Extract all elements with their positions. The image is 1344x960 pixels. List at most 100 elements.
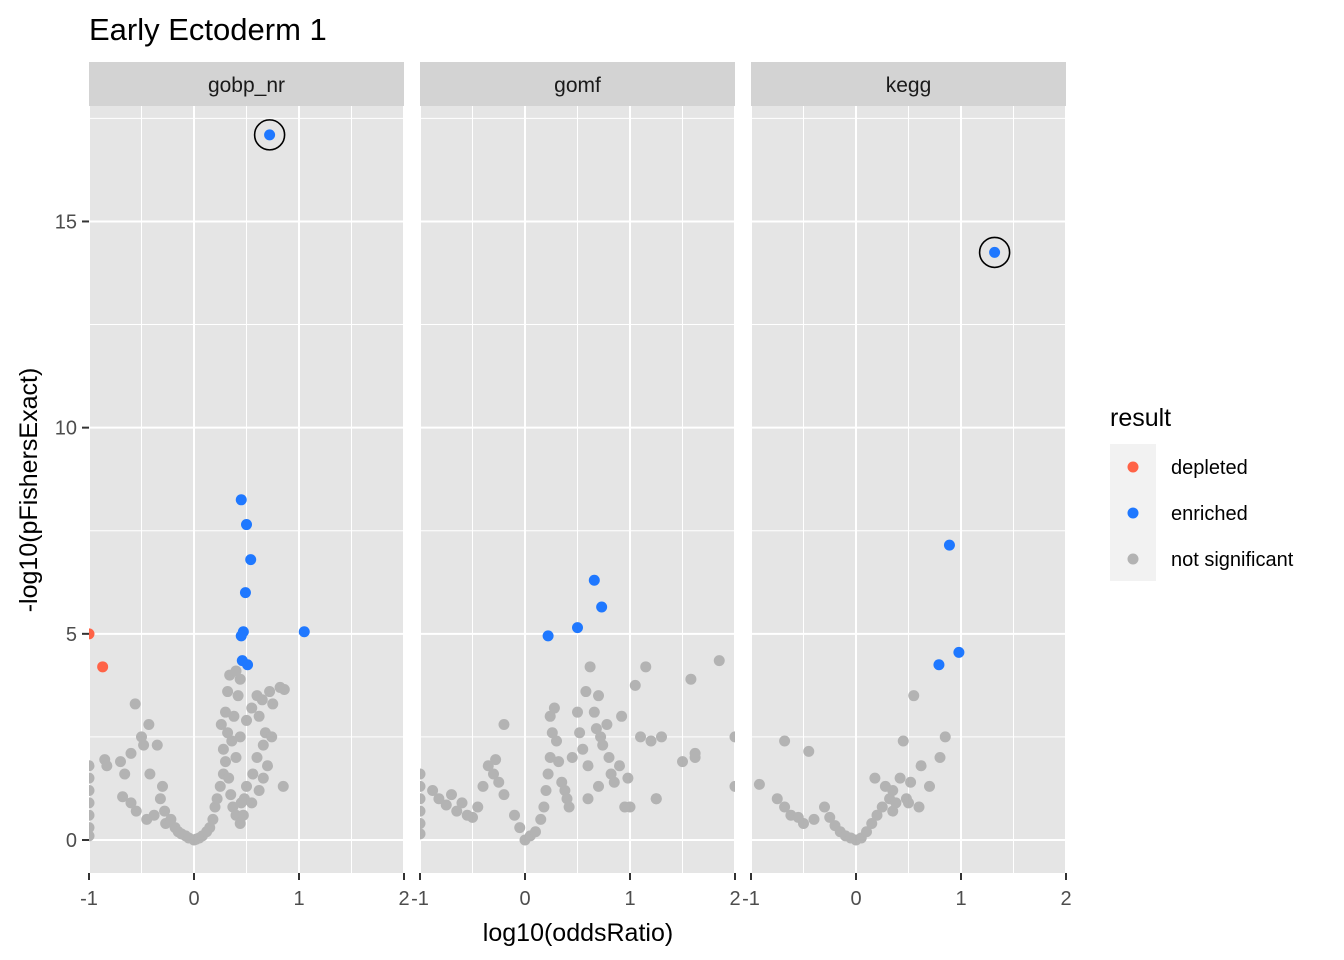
point-enriched bbox=[235, 630, 247, 642]
x-tick-label: 1 bbox=[293, 888, 304, 910]
point-not-significant bbox=[144, 768, 156, 780]
point-not-significant bbox=[420, 780, 426, 792]
point-not-significant bbox=[551, 735, 562, 747]
point-not-significant bbox=[222, 686, 234, 698]
facet-label: gomf bbox=[554, 74, 601, 97]
point-enriched bbox=[596, 601, 608, 613]
point-not-significant bbox=[267, 698, 279, 710]
point-not-significant bbox=[542, 768, 554, 780]
point-not-significant bbox=[798, 818, 809, 830]
point-not-significant bbox=[211, 793, 223, 805]
point-not-significant bbox=[246, 702, 258, 714]
legend: result depleted enriched not significant bbox=[1110, 404, 1294, 581]
point-not-significant bbox=[89, 797, 95, 809]
points bbox=[420, 574, 735, 846]
point-not-significant bbox=[897, 735, 909, 747]
point-not-significant bbox=[277, 780, 289, 792]
x-tick-label: -1 bbox=[742, 888, 760, 910]
point-enriched bbox=[239, 587, 251, 599]
point-not-significant bbox=[590, 723, 602, 735]
point-depleted bbox=[89, 628, 95, 640]
x-tick-label: 1 bbox=[955, 888, 966, 910]
y-axis-label: -log10(pFishersExact) bbox=[15, 368, 43, 613]
point-not-significant bbox=[566, 752, 578, 764]
point-not-significant bbox=[220, 706, 231, 718]
point-not-significant bbox=[253, 785, 265, 797]
point-not-significant bbox=[125, 747, 137, 759]
point-not-significant bbox=[582, 760, 594, 772]
point-not-significant bbox=[890, 797, 902, 809]
x-tick-label: -1 bbox=[80, 888, 98, 910]
point-not-significant bbox=[563, 801, 575, 813]
point-enriched bbox=[264, 129, 276, 141]
x-tick-label: 1 bbox=[624, 888, 635, 910]
point-not-significant bbox=[427, 785, 439, 797]
point-not-significant bbox=[779, 735, 791, 747]
point-not-significant bbox=[779, 801, 791, 813]
point-not-significant bbox=[593, 780, 604, 792]
point-not-significant bbox=[869, 772, 881, 784]
point-enriched bbox=[298, 626, 310, 638]
point-not-significant bbox=[629, 679, 641, 691]
point-enriched bbox=[943, 539, 955, 551]
x-tick-label: 0 bbox=[850, 888, 861, 910]
point-not-significant bbox=[546, 727, 558, 739]
point-not-significant bbox=[645, 735, 657, 747]
point-not-significant bbox=[241, 780, 252, 792]
point-not-significant bbox=[861, 826, 872, 838]
x-axis: -1 0 1 2 -1 0 1 2 -1 0 1 2 bbox=[80, 873, 1072, 910]
point-not-significant bbox=[535, 813, 547, 825]
point-not-significant bbox=[89, 822, 95, 834]
point-not-significant bbox=[217, 743, 229, 755]
point-not-significant bbox=[420, 818, 426, 830]
y-tick-label: 5 bbox=[66, 624, 77, 646]
x-tick-label: 0 bbox=[188, 888, 199, 910]
point-not-significant bbox=[232, 690, 244, 702]
facet-gobp_nr: gobp_nr bbox=[88, 62, 405, 873]
point-not-significant bbox=[143, 719, 155, 731]
point-not-significant bbox=[477, 780, 489, 792]
point-not-significant bbox=[251, 752, 263, 764]
point-not-significant bbox=[225, 789, 237, 801]
point-not-significant bbox=[887, 785, 899, 797]
x-tick-label: 2 bbox=[398, 888, 409, 910]
point-not-significant bbox=[622, 772, 634, 784]
point-not-significant bbox=[656, 731, 667, 743]
point-not-significant bbox=[117, 791, 129, 803]
point-not-significant bbox=[420, 793, 426, 805]
facet-kegg: kegg bbox=[750, 62, 1067, 873]
facet-label: kegg bbox=[886, 74, 932, 97]
point-not-significant bbox=[915, 760, 927, 772]
point-not-significant bbox=[235, 797, 247, 809]
point-not-significant bbox=[220, 756, 231, 768]
point-not-significant bbox=[230, 752, 242, 764]
legend-label: depleted bbox=[1171, 457, 1248, 479]
points bbox=[89, 119, 310, 846]
point-not-significant bbox=[588, 706, 600, 718]
point-not-significant bbox=[824, 811, 836, 823]
point-not-significant bbox=[467, 811, 478, 823]
point-not-significant bbox=[204, 822, 216, 834]
highlight-ring bbox=[253, 119, 286, 151]
point-not-significant bbox=[138, 739, 150, 751]
point-not-significant bbox=[584, 661, 596, 673]
point-enriched bbox=[235, 494, 247, 506]
point-not-significant bbox=[151, 739, 163, 751]
point-not-significant bbox=[593, 690, 604, 702]
point-not-significant bbox=[876, 801, 888, 813]
facet-label: gobp_nr bbox=[208, 74, 285, 97]
point-not-significant bbox=[119, 768, 131, 780]
point-not-significant bbox=[89, 772, 95, 784]
point-not-significant bbox=[490, 754, 502, 766]
point-not-significant bbox=[215, 719, 227, 731]
point-not-significant bbox=[640, 661, 652, 673]
point-not-significant bbox=[488, 768, 499, 780]
x-tick-label: 0 bbox=[519, 888, 530, 910]
point-not-significant bbox=[89, 809, 95, 821]
point-not-significant bbox=[913, 801, 925, 813]
y-axis: 0 5 10 15 bbox=[55, 211, 89, 852]
x-tick-label: 2 bbox=[729, 888, 740, 910]
point-enriched bbox=[953, 646, 965, 658]
point-enriched bbox=[245, 554, 257, 566]
point-not-significant bbox=[559, 785, 571, 797]
